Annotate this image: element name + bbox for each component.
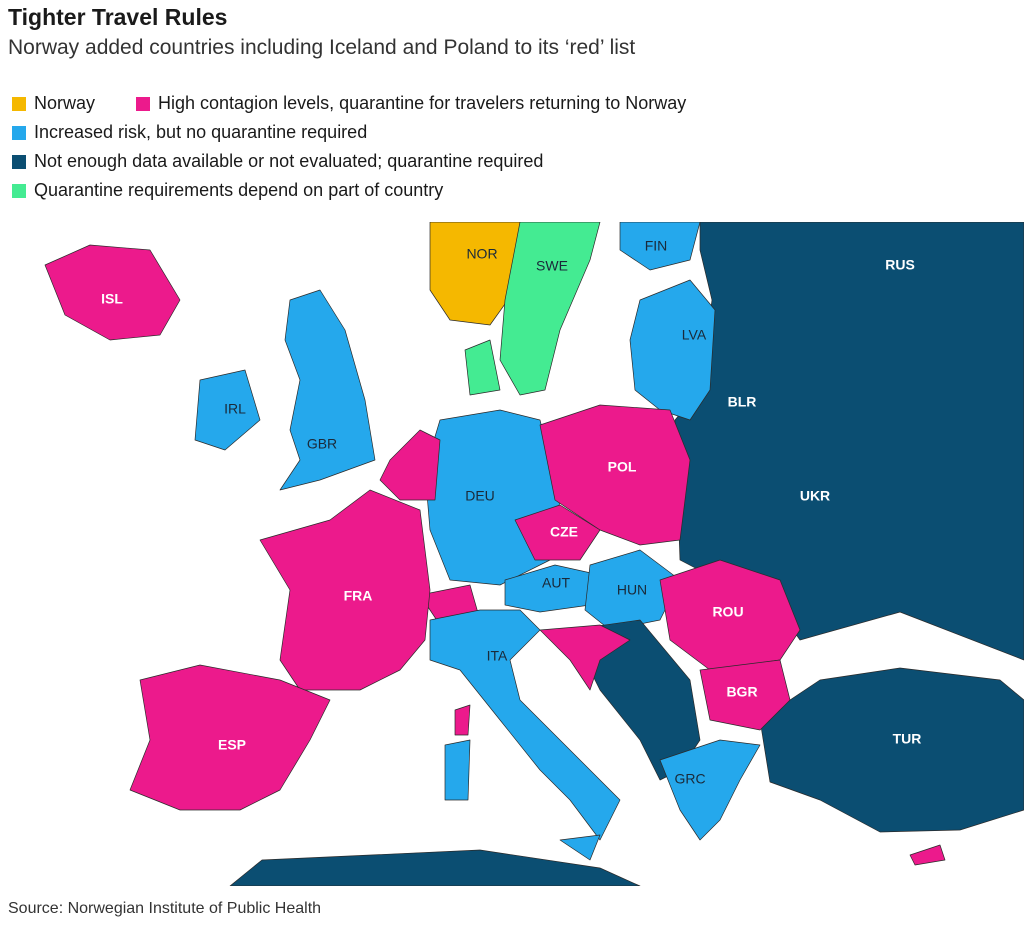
- country: [429, 222, 521, 326]
- country-label: NOR: [466, 246, 497, 262]
- country: [909, 844, 946, 866]
- country-label: TUR: [893, 731, 922, 747]
- country: [259, 489, 431, 691]
- title: Tighter Travel Rules: [8, 4, 228, 30]
- country-label: SWE: [536, 258, 568, 274]
- country: [559, 834, 601, 861]
- country-label: CZE: [550, 524, 578, 540]
- country-label: FRA: [344, 588, 373, 604]
- country-label: RUS: [885, 257, 915, 273]
- legend-item: Quarantine requirements depend on part o…: [12, 180, 443, 201]
- country-label: GBR: [307, 436, 337, 452]
- legend-label: Not enough data available or not evaluat…: [34, 151, 544, 171]
- country: [514, 504, 601, 561]
- legend-swatch: [12, 183, 26, 198]
- country-label: UKR: [800, 488, 830, 504]
- legend-item: Not enough data available or not evaluat…: [12, 151, 543, 172]
- legend-swatch: [136, 96, 150, 111]
- country: [539, 624, 631, 691]
- country-label: IRL: [224, 401, 246, 417]
- legend-label: Quarantine requirements depend on part o…: [34, 180, 444, 200]
- country-label: FIN: [645, 238, 668, 254]
- legend-swatch: [12, 96, 26, 111]
- source: Source: Norwegian Institute of Public He…: [8, 900, 322, 917]
- country-label: ITA: [487, 648, 508, 664]
- country: [454, 704, 471, 736]
- country: [699, 659, 791, 731]
- country-label: BGR: [726, 684, 757, 700]
- country: [129, 664, 331, 811]
- country: [759, 667, 1024, 833]
- legend-item: High contagion levels, quarantine for tr…: [136, 93, 686, 114]
- country-label: ISL: [101, 291, 123, 307]
- country: [429, 609, 621, 841]
- country: [379, 429, 441, 501]
- country: [194, 369, 261, 451]
- country: [539, 404, 691, 546]
- subtitle: Norway added countries including Iceland…: [8, 36, 636, 59]
- legend-item: Increased risk, but no quarantine requir…: [12, 122, 367, 143]
- country: [499, 222, 601, 396]
- country: [464, 339, 501, 396]
- country: [444, 739, 471, 801]
- country: [619, 222, 701, 271]
- country: [629, 279, 716, 421]
- legend-item: Norway: [12, 93, 95, 114]
- legend-label: High contagion levels, quarantine for tr…: [158, 93, 687, 113]
- legend-swatch: [12, 154, 26, 169]
- country-label: LVA: [682, 327, 707, 343]
- country-label: HUN: [617, 582, 647, 598]
- country: [659, 739, 761, 841]
- country: [229, 849, 641, 886]
- country: [44, 244, 181, 341]
- legend-label: Increased risk, but no quarantine requir…: [34, 122, 368, 142]
- legend-swatch: [12, 125, 26, 140]
- country: [659, 559, 801, 671]
- country-label: POL: [608, 459, 637, 475]
- country-label: ROU: [712, 604, 743, 620]
- country-label: AUT: [542, 575, 570, 591]
- country-label: DEU: [465, 488, 495, 504]
- legend-label: Norway: [34, 93, 96, 113]
- country: [584, 549, 681, 631]
- country-label: GRC: [674, 771, 705, 787]
- country-label: ESP: [218, 737, 246, 753]
- country-label: BLR: [728, 394, 757, 410]
- country: [279, 289, 376, 491]
- map: ISL NOR SWE FIN RUS LVA IRL GBR BLR POL …: [44, 222, 1024, 886]
